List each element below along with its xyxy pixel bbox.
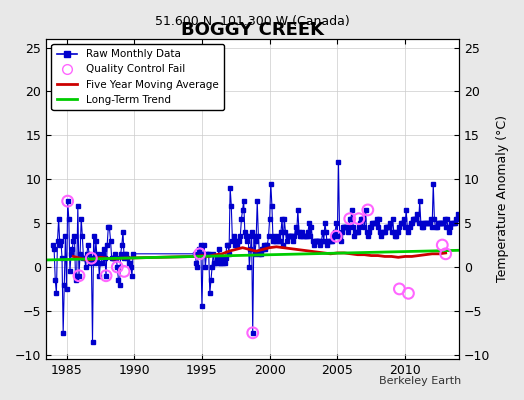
Point <box>395 286 403 292</box>
Point <box>442 251 450 257</box>
Point <box>63 198 72 204</box>
Point <box>248 330 257 336</box>
Point <box>113 264 122 270</box>
Point <box>195 251 204 257</box>
Point <box>102 272 110 279</box>
Point <box>438 242 446 248</box>
Point <box>345 216 354 222</box>
Point <box>87 255 95 262</box>
Text: Berkeley Earth: Berkeley Earth <box>379 376 461 386</box>
Point <box>75 272 83 279</box>
Text: 51.600 N, 101.300 W (Canada): 51.600 N, 101.300 W (Canada) <box>155 14 350 28</box>
Point <box>332 233 341 240</box>
Point <box>120 268 128 274</box>
Legend: Raw Monthly Data, Quality Control Fail, Five Year Moving Average, Long-Term Tren: Raw Monthly Data, Quality Control Fail, … <box>51 44 224 110</box>
Point <box>404 290 412 296</box>
Y-axis label: Temperature Anomaly (°C): Temperature Anomaly (°C) <box>496 116 509 282</box>
Point <box>364 207 372 213</box>
Title: BOGGY CREEK: BOGGY CREEK <box>181 21 324 39</box>
Point <box>355 216 363 222</box>
